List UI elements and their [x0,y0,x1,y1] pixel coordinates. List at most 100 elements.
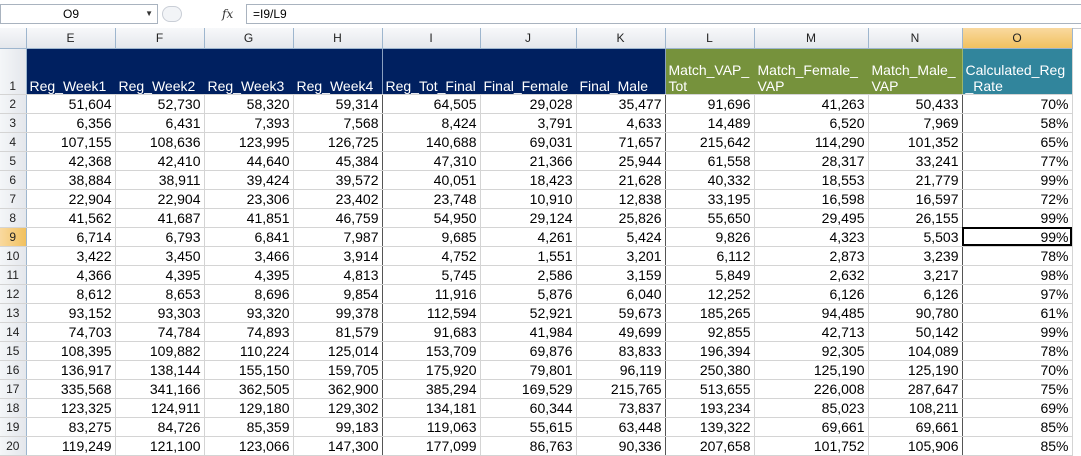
data-cell[interactable]: 108,395 [26,341,116,361]
data-cell[interactable]: 5,876 [480,284,577,304]
column-header-h[interactable]: H [293,28,383,49]
data-cell[interactable]: 226,008 [754,379,869,399]
data-cell[interactable]: 86,763 [480,436,577,456]
row-header[interactable]: 1 [0,48,27,95]
data-cell[interactable]: 6,714 [26,227,116,247]
data-cell[interactable]: 94,485 [754,303,869,323]
data-cell[interactable]: 96,119 [576,360,666,380]
data-cell[interactable]: 42,713 [754,322,869,342]
data-cell[interactable]: 42,410 [115,151,205,171]
data-cell[interactable]: 51,604 [26,94,116,114]
data-cell[interactable]: 41,263 [754,94,869,114]
data-cell[interactable]: 40,332 [665,170,755,190]
data-cell[interactable]: 99,378 [293,303,383,323]
data-cell[interactable]: 83,833 [576,341,666,361]
data-cell[interactable]: 2,586 [480,265,577,285]
data-cell[interactable]: 250,380 [665,360,755,380]
header-cell[interactable]: Match_Male_ VAP [868,48,963,95]
formula-input[interactable]: =I9/L9 [246,4,1081,24]
formula-bar-resize-handle[interactable] [162,6,182,22]
data-cell[interactable]: 121,100 [115,436,205,456]
data-cell[interactable]: 23,306 [204,189,294,209]
data-cell[interactable]: 114,290 [754,132,869,152]
data-cell[interactable]: 83,275 [26,417,116,437]
data-cell[interactable]: 126,725 [293,132,383,152]
row-header[interactable]: 2 [0,94,27,114]
data-cell[interactable]: 63,448 [576,417,666,437]
data-cell[interactable]: 4,633 [576,113,666,133]
row-header[interactable]: 9 [0,227,27,247]
data-cell[interactable]: 6,520 [754,113,869,133]
data-cell[interactable]: 108,211 [868,398,963,418]
data-cell[interactable]: 84,726 [115,417,205,437]
data-cell[interactable]: 124,911 [115,398,205,418]
data-cell[interactable]: 513,655 [665,379,755,399]
header-cell[interactable]: Match_VAP_ Tot [665,48,755,95]
data-cell[interactable]: 38,911 [115,170,205,190]
data-cell[interactable]: 123,325 [26,398,116,418]
data-cell[interactable]: 92,855 [665,322,755,342]
data-cell[interactable]: 92,305 [754,341,869,361]
data-cell[interactable]: 138,144 [115,360,205,380]
data-cell[interactable]: 341,166 [115,379,205,399]
data-cell[interactable]: 3,159 [576,265,666,285]
column-header-j[interactable]: J [480,28,577,49]
row-header[interactable]: 4 [0,132,27,152]
data-cell[interactable]: 3,217 [868,265,963,285]
data-cell[interactable]: 69,031 [480,132,577,152]
data-cell[interactable]: 5,745 [382,265,481,285]
data-cell[interactable]: 8,696 [204,284,294,304]
data-cell[interactable]: 105,906 [868,436,963,456]
data-cell[interactable]: 97% [962,284,1073,304]
data-cell[interactable]: 61,558 [665,151,755,171]
data-cell[interactable]: 47,310 [382,151,481,171]
data-cell[interactable]: 61% [962,303,1073,323]
data-cell[interactable]: 91,696 [665,94,755,114]
column-header-e[interactable]: E [26,28,116,49]
data-cell[interactable]: 123,995 [204,132,294,152]
data-cell[interactable]: 18,423 [480,170,577,190]
row-header[interactable]: 20 [0,436,27,456]
data-cell[interactable]: 77% [962,151,1073,171]
data-cell[interactable]: 159,705 [293,360,383,380]
data-cell[interactable]: 12,838 [576,189,666,209]
data-cell[interactable]: 7,393 [204,113,294,133]
data-cell[interactable]: 75% [962,379,1073,399]
data-cell[interactable]: 1,551 [480,246,577,266]
data-cell[interactable]: 78% [962,341,1073,361]
data-cell[interactable]: 4,813 [293,265,383,285]
data-cell[interactable]: 129,302 [293,398,383,418]
data-cell[interactable]: 91,683 [382,322,481,342]
data-cell[interactable]: 55,615 [480,417,577,437]
data-cell[interactable]: 362,505 [204,379,294,399]
data-cell[interactable]: 26,155 [868,208,963,228]
data-cell[interactable]: 147,300 [293,436,383,456]
data-cell[interactable]: 74,784 [115,322,205,342]
data-cell[interactable]: 177,099 [382,436,481,456]
data-cell[interactable]: 2,632 [754,265,869,285]
data-cell[interactable]: 64,505 [382,94,481,114]
data-cell[interactable]: 155,150 [204,360,294,380]
data-cell[interactable]: 125,190 [868,360,963,380]
data-cell[interactable]: 140,688 [382,132,481,152]
data-cell[interactable]: 10,910 [480,189,577,209]
data-cell[interactable]: 3,239 [868,246,963,266]
row-header[interactable]: 15 [0,341,27,361]
data-cell[interactable]: 153,709 [382,341,481,361]
data-cell[interactable]: 16,598 [754,189,869,209]
data-cell[interactable]: 85,359 [204,417,294,437]
data-cell[interactable]: 4,366 [26,265,116,285]
data-cell[interactable]: 41,562 [26,208,116,228]
data-cell[interactable]: 6,040 [576,284,666,304]
data-cell[interactable]: 3,422 [26,246,116,266]
data-cell[interactable]: 129,180 [204,398,294,418]
row-header[interactable]: 5 [0,151,27,171]
data-cell[interactable]: 25,826 [576,208,666,228]
row-header[interactable]: 12 [0,284,27,304]
column-header-n[interactable]: N [868,28,963,49]
data-cell[interactable]: 6,126 [754,284,869,304]
data-cell[interactable]: 215,642 [665,132,755,152]
column-header-f[interactable]: F [115,28,205,49]
data-cell[interactable]: 25,944 [576,151,666,171]
data-cell[interactable]: 29,124 [480,208,577,228]
